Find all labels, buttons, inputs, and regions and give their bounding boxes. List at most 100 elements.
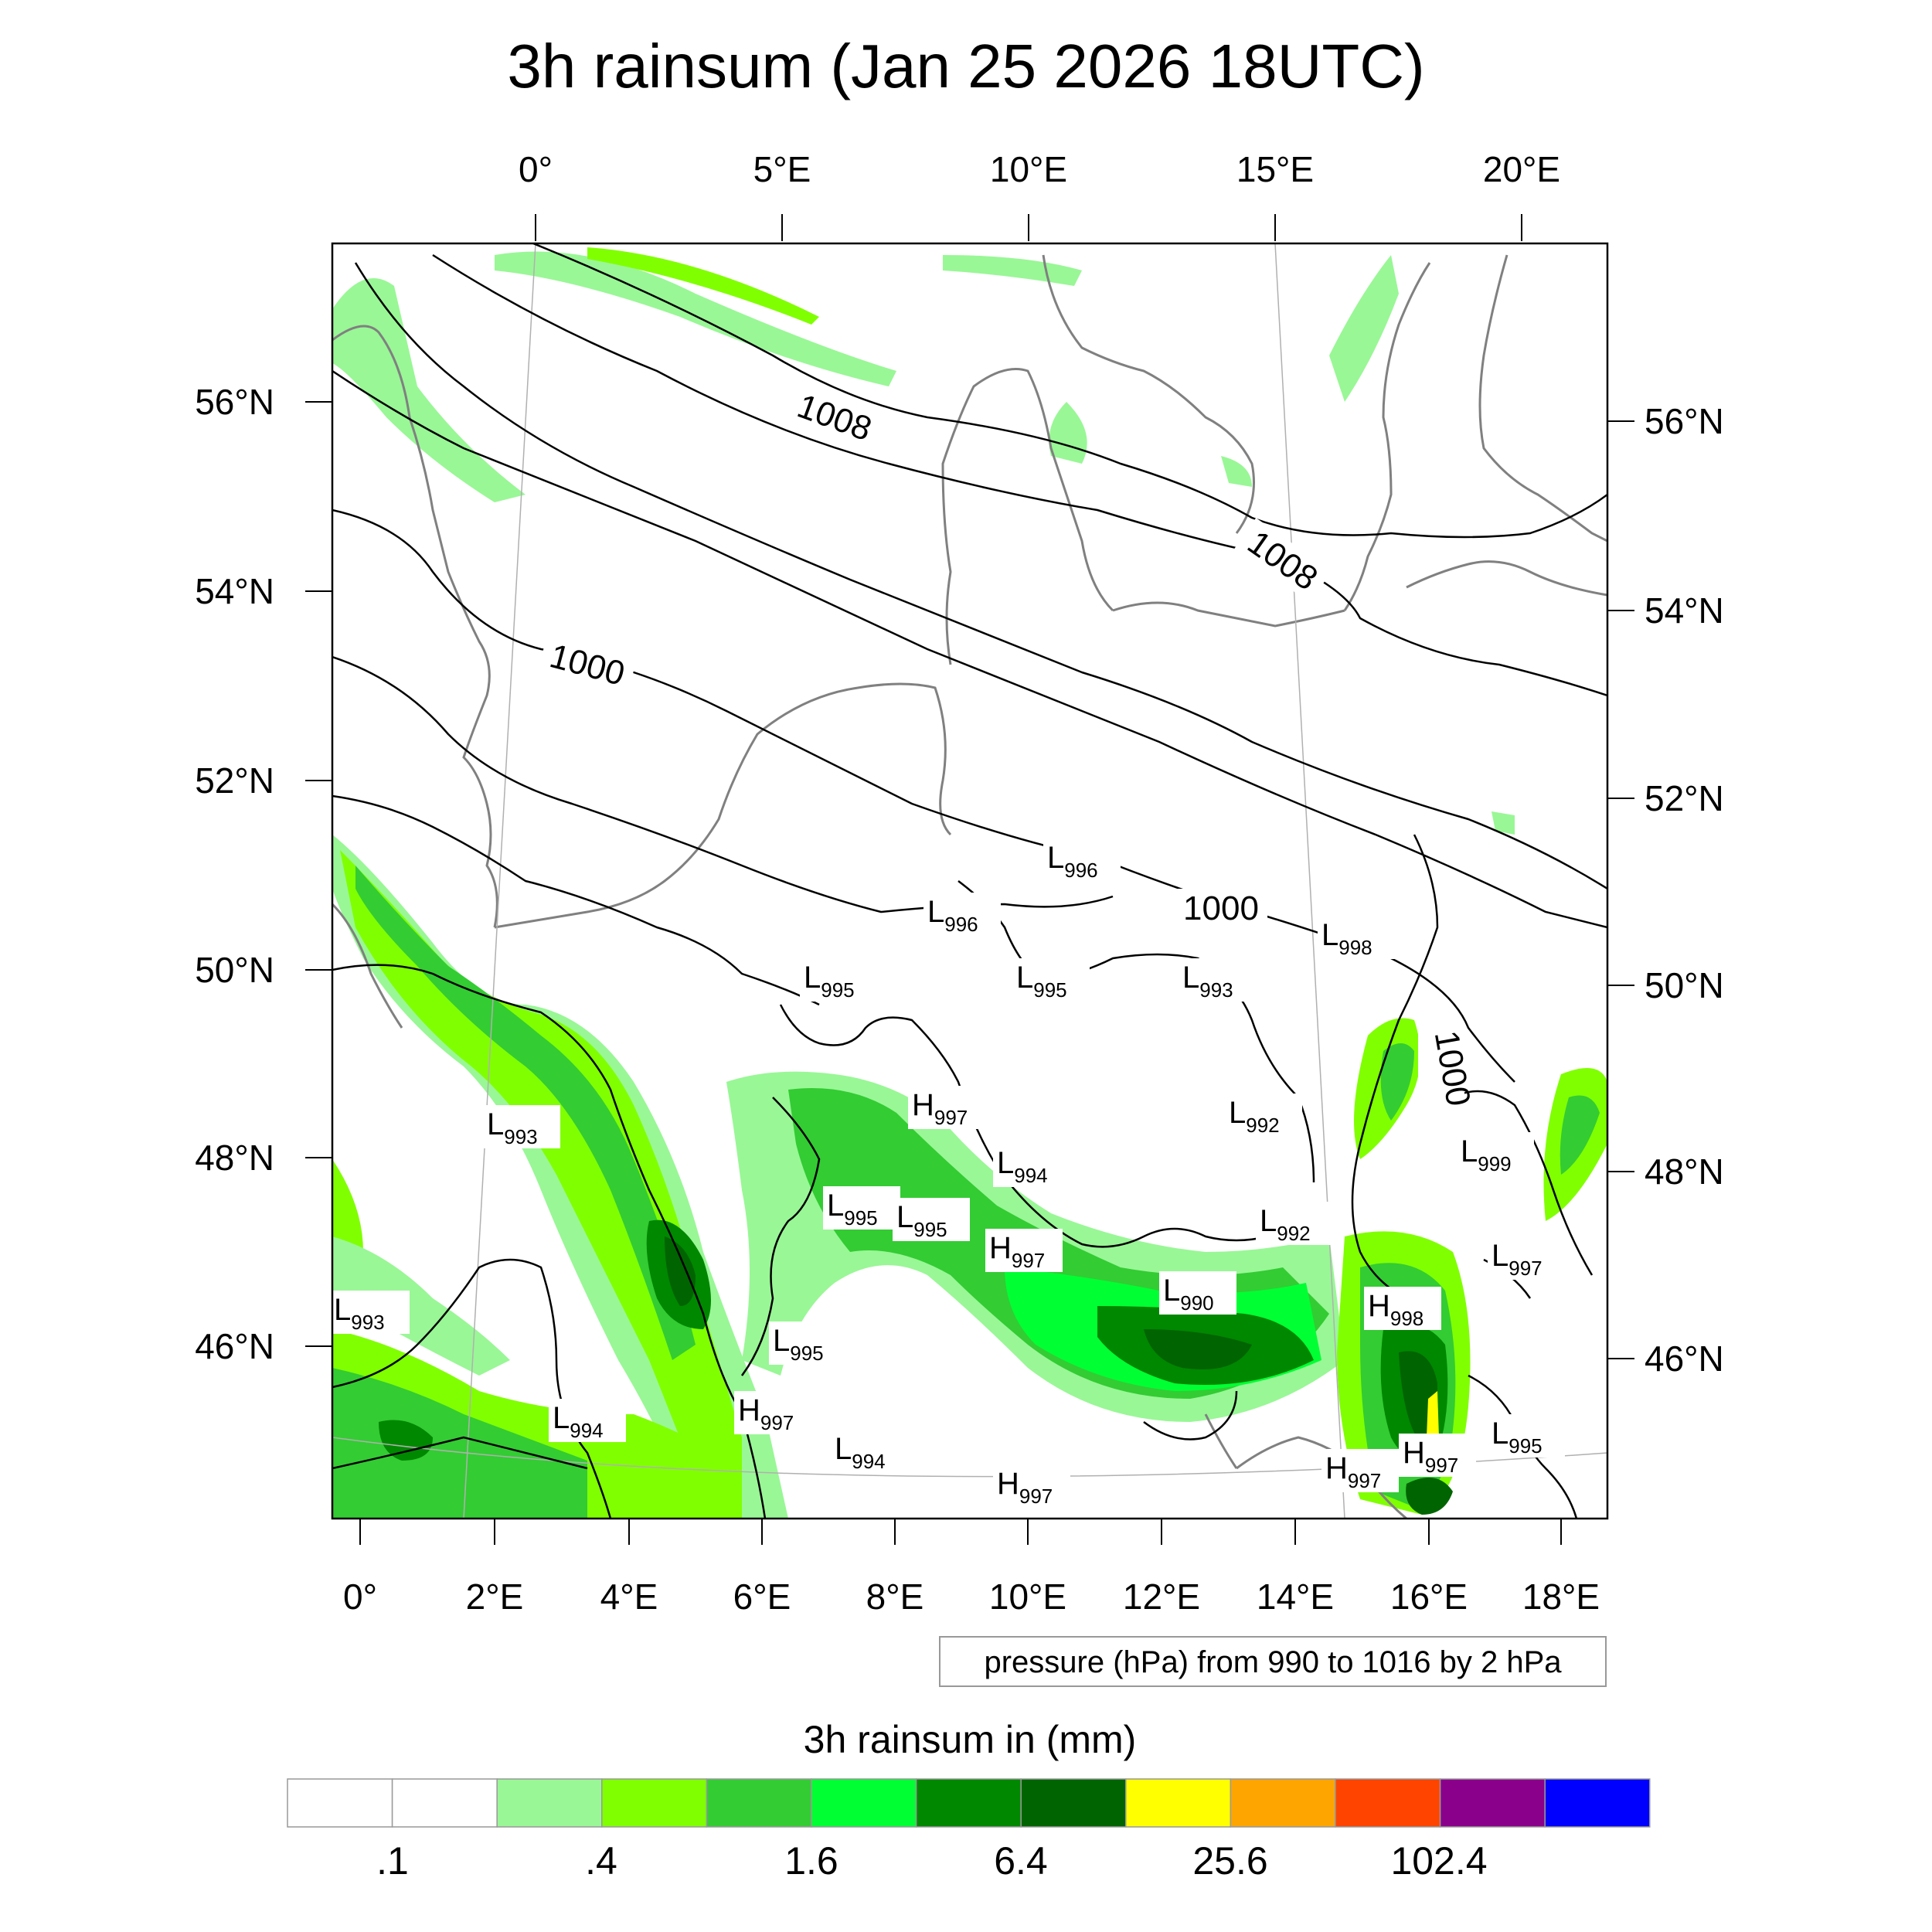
pressure-center: L995 (1488, 1414, 1565, 1458)
colorbar-box (1544, 1778, 1651, 1828)
bottom-lon-label: 8°E (866, 1577, 924, 1617)
svg-text:L995: L995 (804, 961, 855, 1002)
map-frame (331, 242, 1609, 1520)
left-latitude-axis: 56°N 54°N 52°N 50°N 48°N 46°N (195, 382, 332, 1366)
rain-core (379, 1420, 433, 1461)
colorbar-label: 25.6 (1192, 1839, 1267, 1883)
chart-title: 3h rainsum (Jan 25 2026 18UTC) (507, 32, 1424, 100)
bottom-lon-label: 16°E (1390, 1577, 1468, 1617)
top-lon-label: 0° (519, 149, 553, 189)
pressure-center: L995 (800, 958, 877, 1002)
pressure-center: L996 (1043, 838, 1121, 882)
svg-text:L995: L995 (773, 1324, 824, 1365)
svg-text:L994: L994 (997, 1146, 1048, 1187)
svg-text:L997: L997 (1492, 1239, 1543, 1280)
svg-text:L995: L995 (827, 1189, 878, 1230)
rain-band-west (355, 866, 696, 1360)
right-lat-label: 46°N (1645, 1338, 1724, 1379)
pressure-center: H998 (1364, 1287, 1441, 1330)
colorbar-box (1335, 1778, 1441, 1828)
colorbar-box (1439, 1778, 1546, 1828)
bottom-lon-label: 18°E (1522, 1577, 1600, 1617)
svg-text:L995: L995 (1016, 961, 1067, 1002)
left-lat-label: 46°N (195, 1326, 274, 1366)
right-latitude-axis: 56°N 54°N 52°N 50°N 48°N 46°N (1607, 401, 1724, 1379)
right-lat-label: 52°N (1645, 778, 1724, 818)
pressure-center: L996 (923, 893, 1001, 936)
contour-info-box: pressure (hPa) from 990 to 1016 by 2 hPa (939, 1636, 1607, 1687)
rain-band-north (587, 247, 819, 325)
pressure-center: L992 (1225, 1094, 1302, 1137)
pressure-centers: L996 L996 L998 L995 L995 L993 H997 L992 … (332, 838, 1565, 1508)
top-lon-label: 5°E (753, 149, 811, 189)
map-plot-area: 1008 1008 1000 1000 1000 L996 L996 L998 … (332, 243, 1607, 1519)
rain-core (665, 1236, 696, 1306)
top-lon-label: 10°E (990, 149, 1067, 189)
colorbar-box (811, 1778, 917, 1828)
left-lat-label: 50°N (195, 950, 274, 990)
pressure-center: H997 (1321, 1449, 1399, 1492)
svg-text:L993: L993 (487, 1107, 538, 1148)
pressure-center: H997 (734, 1391, 811, 1434)
isobars (332, 243, 1607, 1519)
rain-core (1144, 1329, 1252, 1369)
pressure-center: H997 (993, 1464, 1070, 1508)
pressure-center: L993 (332, 1291, 410, 1334)
rain-area-east (1560, 1095, 1600, 1175)
colorbar-title: 3h rainsum in (mm) (804, 1718, 1137, 1761)
svg-text:H997: H997 (912, 1088, 968, 1129)
contour-info: pressure (hPa) from 990 to 1016 by 2 hPa (984, 1645, 1562, 1679)
bottom-lon-label: 0° (343, 1577, 377, 1617)
svg-text:L995: L995 (1492, 1417, 1543, 1458)
pressure-center: L993 (483, 1105, 560, 1148)
pressure-center: L994 (831, 1430, 908, 1473)
colorbar-box (706, 1778, 812, 1828)
pressure-center: L995 (893, 1198, 970, 1241)
bottom-lon-label: 10°E (989, 1577, 1066, 1617)
pressure-center: L999 (1457, 1132, 1534, 1175)
svg-text:L992: L992 (1229, 1096, 1280, 1137)
rain-band-north (1329, 255, 1399, 402)
svg-text:H997: H997 (1403, 1436, 1458, 1477)
svg-text:L999: L999 (1461, 1134, 1512, 1175)
right-lat-label: 54°N (1645, 590, 1724, 631)
svg-text:L995: L995 (896, 1200, 947, 1241)
svg-text:L990: L990 (1163, 1274, 1214, 1315)
right-lat-label: 48°N (1645, 1151, 1724, 1192)
rain-band-north (495, 251, 896, 386)
pressure-center: H997 (985, 1229, 1063, 1272)
pressure-center: L997 (1488, 1236, 1565, 1280)
rain-area-southwest (332, 1368, 587, 1519)
colorbar-box (1125, 1778, 1232, 1828)
pressure-center: L995 (823, 1186, 900, 1230)
top-lon-label: 15°E (1236, 149, 1314, 189)
colorbar-box (1020, 1778, 1127, 1828)
bottom-lon-label: 6°E (733, 1577, 791, 1617)
colorbar: 3h rainsum in (mm) .1 .4 1.6 6.4 25.6 10… (287, 1718, 1651, 1883)
svg-text:H997: H997 (989, 1231, 1045, 1272)
rain-area-east (1380, 1043, 1414, 1121)
colorbar-label: 1.6 (784, 1839, 838, 1883)
rain-area-southwest (332, 1236, 510, 1376)
pressure-center: L998 (1318, 916, 1395, 959)
top-longitude-axis: 0° 5°E 10°E 15°E 20°E (519, 149, 1560, 241)
colorbar-box (496, 1778, 603, 1828)
svg-text:L992: L992 (1260, 1204, 1311, 1245)
bottom-lon-label: 12°E (1123, 1577, 1200, 1617)
svg-text:L994: L994 (553, 1401, 604, 1442)
colorbar-label: .1 (376, 1839, 409, 1883)
svg-text:L996: L996 (927, 895, 978, 936)
colorbar-box (915, 1778, 1022, 1828)
rain-band-north (1221, 456, 1252, 487)
colorbar-boxes (287, 1778, 1651, 1828)
rain-band-west (340, 850, 742, 1519)
left-lat-label: 48°N (195, 1138, 274, 1178)
pressure-center: L990 (1159, 1271, 1236, 1315)
colorbar-box (601, 1778, 708, 1828)
svg-text:L993: L993 (334, 1293, 385, 1334)
bottom-lon-label: 2°E (466, 1577, 524, 1617)
colorbar-label: .4 (585, 1839, 617, 1883)
colorbar-label: 6.4 (994, 1839, 1048, 1883)
pressure-center: L995 (1012, 958, 1090, 1002)
